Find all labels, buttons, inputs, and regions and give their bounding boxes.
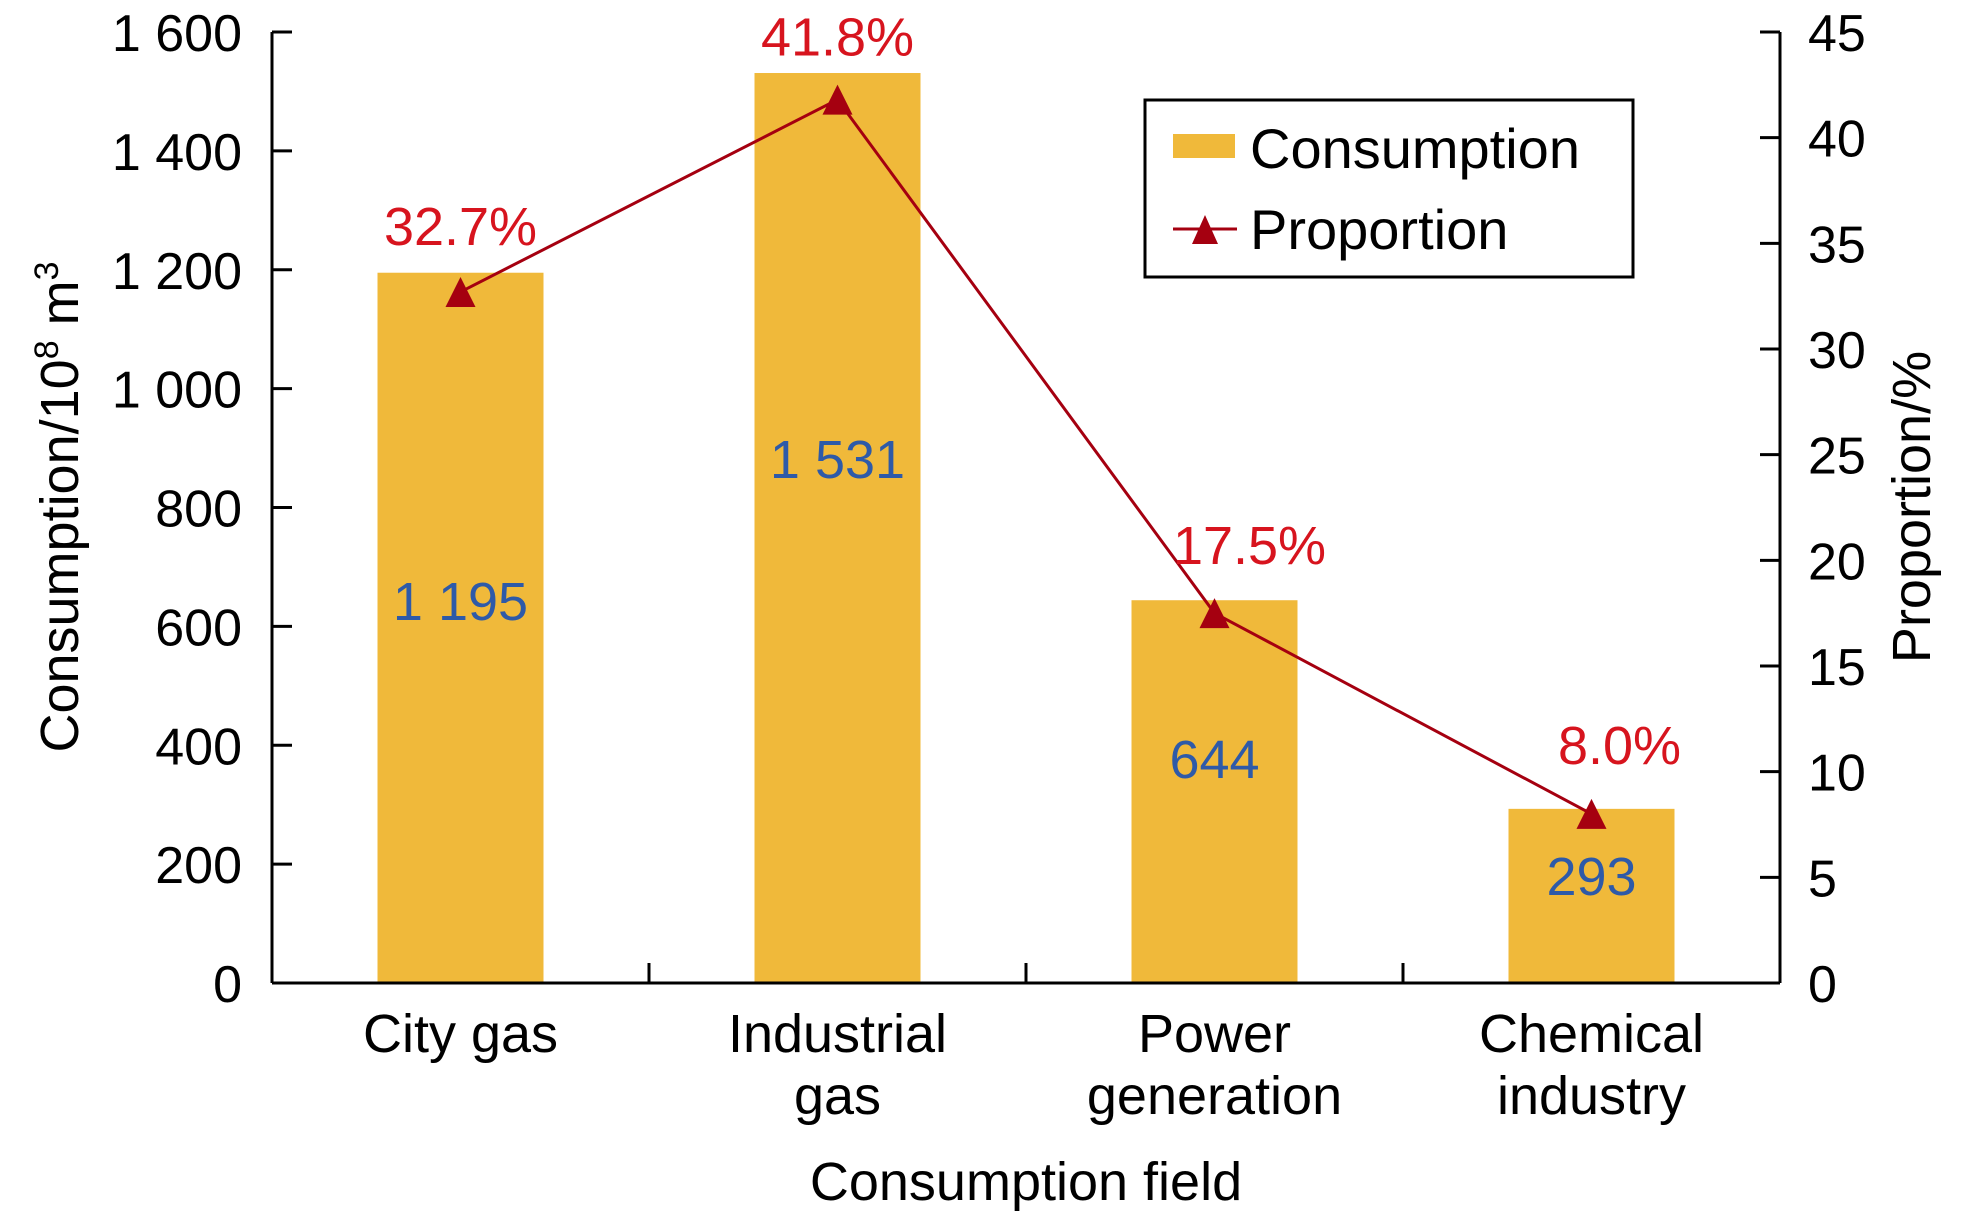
y-right-tick-label-7: 35 — [1808, 216, 1866, 274]
y-right-tick-label-3: 15 — [1808, 639, 1866, 697]
x-category-label-3-line-1: industry — [1497, 1066, 1686, 1126]
bar-0 — [377, 272, 544, 983]
y-left-tick-label-1: 200 — [155, 837, 242, 895]
data-labels-layer: 1 195 1 531 644 293 32.7% 41.8% 17.5% 8.0% — [384, 8, 1681, 907]
proportion-line — [459, 97, 1593, 816]
y-right-tick-label-8: 40 — [1808, 111, 1866, 169]
legend-proportion-triangle-icon — [1192, 215, 1218, 244]
x-category-label-1-line-1: gas — [794, 1066, 881, 1126]
y-left-tick-label-2: 400 — [155, 718, 242, 776]
proportion-marker-1 — [822, 84, 853, 115]
x-axis-title: Consumption field — [810, 1152, 1242, 1212]
y-axis-right-title: Proportion/% — [1882, 351, 1942, 663]
legend-consumption-swatch — [1173, 134, 1235, 158]
bar-value-label-0: 1 195 — [393, 572, 528, 632]
bars-layer — [377, 73, 1675, 984]
y-right-tick-label-1: 5 — [1808, 850, 1837, 908]
legend: Consumption Proportion — [1143, 98, 1635, 279]
y-left-tick-label-7: 1 400 — [112, 124, 242, 182]
proportion-value-label-0: 32.7% — [384, 197, 537, 257]
bar-value-label-2: 644 — [1169, 730, 1259, 790]
y-right-tick-label-5: 25 — [1808, 428, 1866, 486]
proportion-value-label-1: 41.8% — [761, 8, 914, 68]
x-category-label-1-line-0: Industrial — [728, 1004, 947, 1064]
y-left-tick-label-3: 600 — [155, 599, 242, 657]
x-category-label-0: City gas — [363, 1004, 558, 1064]
proportion-marker-0 — [445, 276, 476, 307]
y-axis-left-title: Consumption/108 m3 — [28, 261, 90, 752]
proportion-marker-3 — [1576, 798, 1607, 829]
legend-box — [1143, 98, 1635, 279]
y-right-tick-label-2: 10 — [1808, 745, 1866, 803]
proportion-value-label-2: 17.5% — [1173, 516, 1326, 576]
y-right-tick-label-4: 20 — [1808, 533, 1866, 591]
bar-value-label-3: 293 — [1546, 847, 1636, 907]
bar-2 — [1131, 600, 1298, 983]
y-left-tick-label-6: 1 200 — [112, 243, 242, 301]
proportion-marker-2 — [1199, 598, 1230, 629]
legend-proportion-label: Proportion — [1250, 198, 1508, 261]
bar-1 — [754, 73, 921, 984]
bar-3 — [1508, 808, 1675, 983]
x-category-label-2-line-1: generation — [1087, 1066, 1342, 1126]
x-category-label-3-line-0: Chemical — [1479, 1004, 1704, 1064]
y-left-tick-label-8: 1 600 — [112, 5, 242, 63]
proportion-value-label-3: 8.0% — [1558, 716, 1681, 776]
y-right-tick-label-6: 30 — [1808, 322, 1866, 380]
x-category-label-2-line-0: Power — [1138, 1004, 1291, 1064]
y-right-tick-label-0: 0 — [1808, 956, 1837, 1014]
legend-consumption-label: Consumption — [1250, 117, 1580, 180]
proportion-line-layer — [445, 84, 1607, 829]
y-left-tick-label-4: 800 — [155, 481, 242, 539]
y-right-tick-label-9: 45 — [1808, 5, 1866, 63]
bar-value-label-1: 1 531 — [770, 430, 905, 490]
y-left-tick-label-0: 0 — [213, 956, 242, 1014]
axes-layer: 0 200 400 600 800 1 000 1 200 1 400 1 600 0 5 10 15 2… — [112, 5, 1866, 1126]
y-left-tick-label-5: 1 000 — [112, 362, 242, 420]
